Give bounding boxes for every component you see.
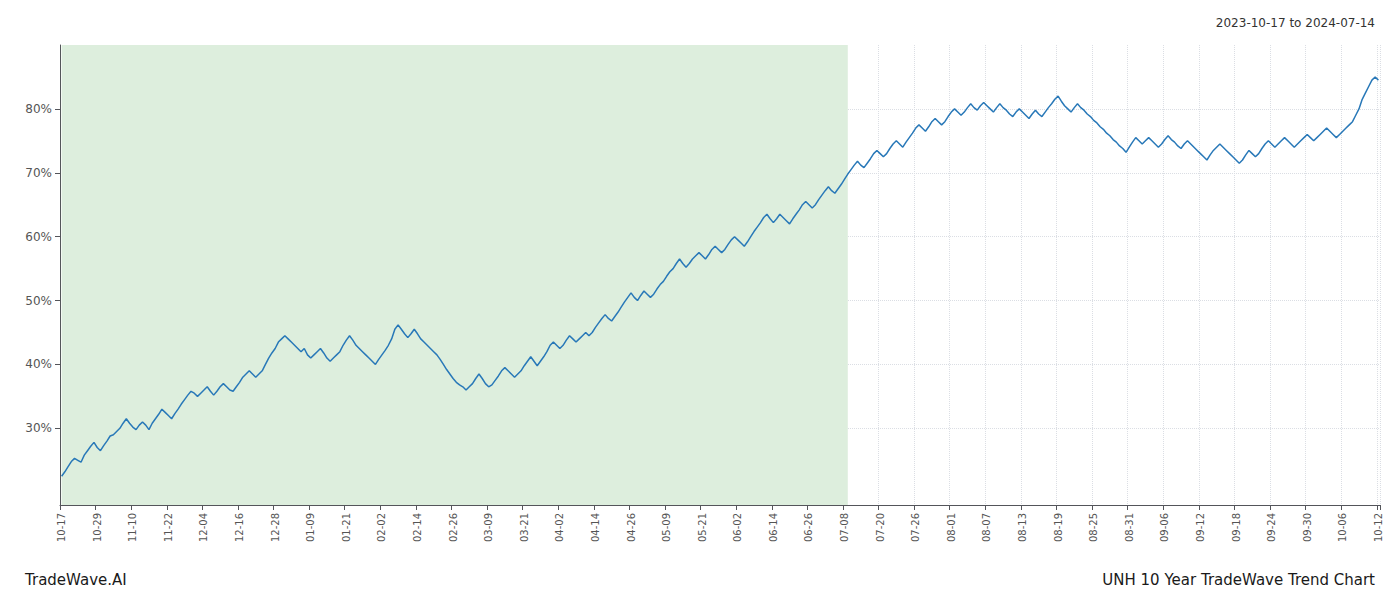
svg-text:11-10: 11-10 <box>127 513 138 542</box>
svg-text:10-17: 10-17 <box>56 513 67 542</box>
svg-text:04-02: 04-02 <box>554 513 565 542</box>
svg-text:04-26: 04-26 <box>626 513 637 542</box>
svg-text:UNH 10 Year TradeWave Trend Ch: UNH 10 Year TradeWave Trend Chart <box>1102 571 1375 589</box>
svg-text:10-12: 10-12 <box>1373 513 1384 542</box>
svg-text:50%: 50% <box>25 294 52 308</box>
svg-text:08-01: 08-01 <box>946 513 957 542</box>
svg-text:08-13: 08-13 <box>1017 513 1028 542</box>
svg-text:08-31: 08-31 <box>1124 513 1135 542</box>
svg-text:80%: 80% <box>25 102 52 116</box>
svg-text:03-21: 03-21 <box>519 513 530 542</box>
svg-text:07-08: 07-08 <box>839 513 850 542</box>
svg-text:30%: 30% <box>25 421 52 435</box>
svg-text:12-04: 12-04 <box>198 513 209 542</box>
svg-text:04-14: 04-14 <box>590 513 601 542</box>
svg-text:08-19: 08-19 <box>1053 513 1064 542</box>
svg-text:01-21: 01-21 <box>341 513 352 542</box>
svg-text:2023-10-17 to 2024-07-14: 2023-10-17 to 2024-07-14 <box>1216 16 1375 30</box>
svg-text:09-12: 09-12 <box>1195 513 1206 542</box>
svg-text:60%: 60% <box>25 230 52 244</box>
svg-text:05-21: 05-21 <box>697 513 708 542</box>
svg-text:70%: 70% <box>25 166 52 180</box>
svg-text:09-24: 09-24 <box>1266 513 1277 542</box>
svg-text:01-09: 01-09 <box>305 513 316 542</box>
svg-text:12-28: 12-28 <box>270 513 281 542</box>
svg-text:TradeWave.AI: TradeWave.AI <box>24 571 127 589</box>
svg-text:40%: 40% <box>25 357 52 371</box>
svg-text:10-06: 10-06 <box>1337 513 1348 542</box>
svg-text:06-14: 06-14 <box>768 513 779 542</box>
svg-text:03-09: 03-09 <box>483 513 494 542</box>
svg-text:02-26: 02-26 <box>448 513 459 542</box>
svg-text:09-06: 09-06 <box>1159 513 1170 542</box>
svg-text:06-02: 06-02 <box>732 513 743 542</box>
svg-text:07-20: 07-20 <box>875 513 886 542</box>
svg-text:05-09: 05-09 <box>661 513 672 542</box>
svg-text:12-16: 12-16 <box>234 513 245 542</box>
svg-text:09-18: 09-18 <box>1231 513 1242 542</box>
svg-text:08-07: 08-07 <box>981 513 992 542</box>
svg-text:09-30: 09-30 <box>1302 513 1313 542</box>
svg-text:08-25: 08-25 <box>1088 513 1099 542</box>
svg-text:06-26: 06-26 <box>803 513 814 542</box>
svg-text:10-29: 10-29 <box>92 513 103 542</box>
svg-text:11-22: 11-22 <box>163 513 174 542</box>
svg-text:02-14: 02-14 <box>412 513 423 542</box>
svg-text:02-02: 02-02 <box>376 513 387 542</box>
svg-text:07-26: 07-26 <box>910 513 921 542</box>
